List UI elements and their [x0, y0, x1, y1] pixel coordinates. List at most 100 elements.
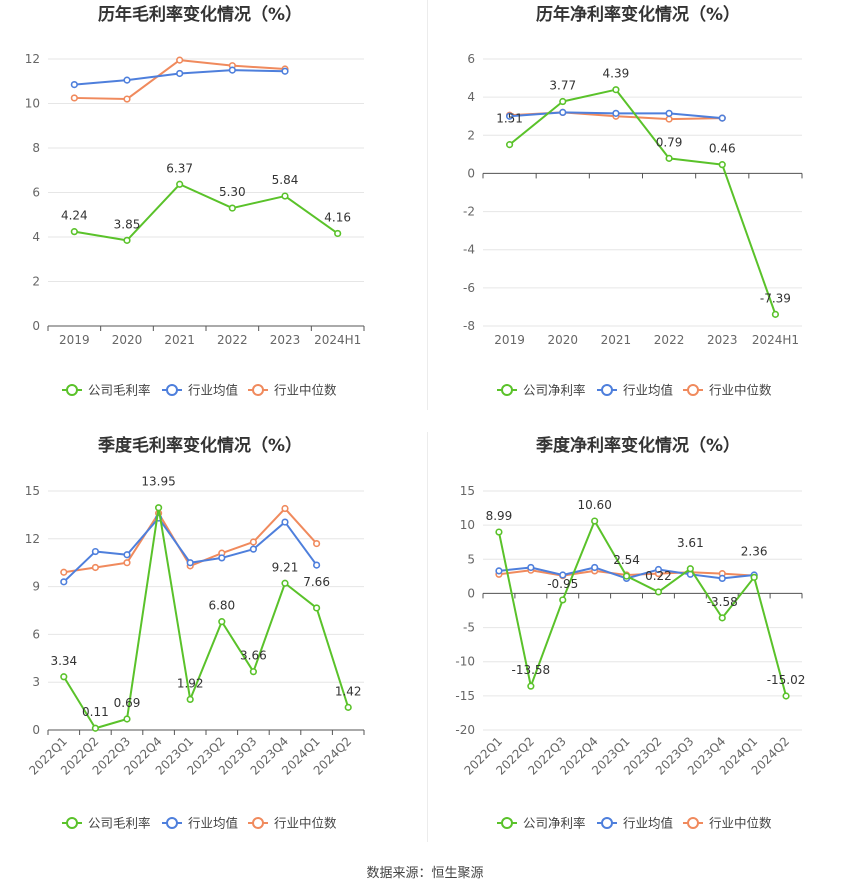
series-point: [782, 692, 790, 700]
x-tick-label: 2023: [707, 333, 738, 347]
series-point: [559, 596, 567, 604]
data-label: 3.66: [240, 649, 267, 663]
data-label: 5.84: [272, 173, 299, 187]
legend-swatch-marker: [601, 817, 613, 829]
y-tick-label: 4: [467, 90, 475, 104]
series-point: [654, 565, 663, 574]
chart-title: 季度毛利率变化情况（%）: [98, 435, 302, 456]
y-tick-label: 12: [25, 532, 40, 546]
legend-label: 行业中位数: [709, 383, 772, 398]
data-label: -15.02: [767, 673, 806, 687]
x-tick-label: 2021: [601, 333, 632, 347]
series-point: [281, 518, 289, 526]
legend-label: 行业中位数: [274, 383, 337, 398]
series-point: [123, 76, 131, 84]
y-tick-label: 15: [25, 484, 40, 498]
data-label: -0.95: [547, 577, 578, 591]
y-tick-label: 10: [460, 518, 475, 532]
legend-label: 公司净利率: [523, 383, 586, 398]
legend-swatch-marker: [166, 817, 178, 829]
legend-swatch-marker: [166, 384, 178, 396]
y-tick-label: 6: [32, 627, 40, 641]
series-point: [70, 94, 78, 102]
data-label: 3.77: [549, 79, 576, 93]
data-label: -13.58: [512, 663, 551, 677]
data-label: 0.46: [709, 142, 736, 156]
x-tick-label: 2021: [164, 333, 195, 347]
series-point: [123, 559, 131, 567]
x-tick-label: 2023: [270, 333, 301, 347]
data-label: 4.16: [324, 210, 351, 224]
series-point: [281, 192, 289, 200]
legend-swatch-marker: [252, 817, 264, 829]
series-line: [508, 88, 777, 315]
x-tick-label: 2024H1: [752, 333, 799, 347]
y-tick-label: -15: [455, 689, 475, 703]
legend-label: 行业中位数: [709, 816, 772, 831]
legend-label: 行业均值: [623, 816, 673, 831]
legend-label: 行业中位数: [274, 816, 337, 831]
x-tick-label: 2019: [59, 333, 90, 347]
chart-title: 历年毛利率变化情况（%）: [98, 4, 302, 25]
series-point: [176, 56, 184, 64]
y-tick-label: -5: [463, 621, 475, 635]
series-line: [74, 183, 339, 242]
series-point: [91, 563, 99, 572]
legend-swatch-marker: [66, 817, 78, 829]
legend-swatch-marker: [687, 817, 699, 829]
series-point: [622, 572, 631, 580]
series-point: [123, 551, 131, 559]
data-label: 4.24: [61, 209, 88, 223]
legend-swatch-marker: [501, 817, 513, 829]
data-label: 0.69: [114, 696, 141, 710]
y-tick-label: -6: [463, 281, 475, 295]
series-point: [718, 114, 726, 122]
data-label: 2.36: [741, 544, 768, 558]
y-tick-label: 9: [32, 580, 40, 594]
series-point: [718, 161, 726, 169]
y-tick-label: 12: [25, 52, 40, 66]
series-point: [218, 554, 226, 562]
series-point: [123, 236, 131, 244]
series-point: [665, 109, 673, 117]
series-point: [686, 565, 694, 573]
series-point: [527, 563, 535, 572]
legend-label: 行业均值: [623, 383, 673, 398]
series-point: [505, 141, 514, 149]
y-tick-label: -4: [463, 243, 475, 257]
y-tick-label: -8: [463, 319, 475, 333]
series-point: [176, 180, 184, 188]
series-point: [495, 528, 503, 536]
series-point: [249, 538, 257, 546]
data-label: 1.92: [177, 676, 204, 690]
data-label: 7.66: [303, 575, 330, 589]
legend-label: 公司毛利率: [88, 383, 151, 398]
vertical-divider-bottom: [427, 432, 428, 842]
y-tick-label: 5: [467, 552, 475, 566]
series-point: [60, 673, 68, 681]
y-tick-label: 15: [460, 484, 475, 498]
data-label: -7.39: [760, 291, 791, 305]
y-tick-label: 8: [32, 141, 40, 155]
legend-swatch-marker: [601, 384, 613, 396]
legend-swatch-marker: [501, 384, 513, 396]
data-label: 6.37: [166, 161, 193, 175]
data-source-footer: 数据来源：恒生聚源: [366, 866, 484, 881]
data-label: 1.42: [335, 684, 362, 698]
series-point: [612, 109, 620, 117]
series-point: [559, 97, 567, 106]
data-label: 4.39: [603, 67, 630, 81]
series-point: [612, 86, 620, 94]
data-label: 0.79: [656, 135, 683, 149]
y-tick-label: 0: [467, 166, 475, 180]
series-line: [74, 59, 286, 101]
series-point: [313, 604, 321, 612]
series-point: [771, 310, 780, 318]
series-point: [155, 504, 163, 512]
series-point: [281, 579, 289, 587]
series-point: [228, 66, 236, 74]
y-tick-label: 2: [467, 128, 475, 142]
y-tick-label: 10: [25, 97, 40, 111]
series-point: [654, 588, 663, 596]
